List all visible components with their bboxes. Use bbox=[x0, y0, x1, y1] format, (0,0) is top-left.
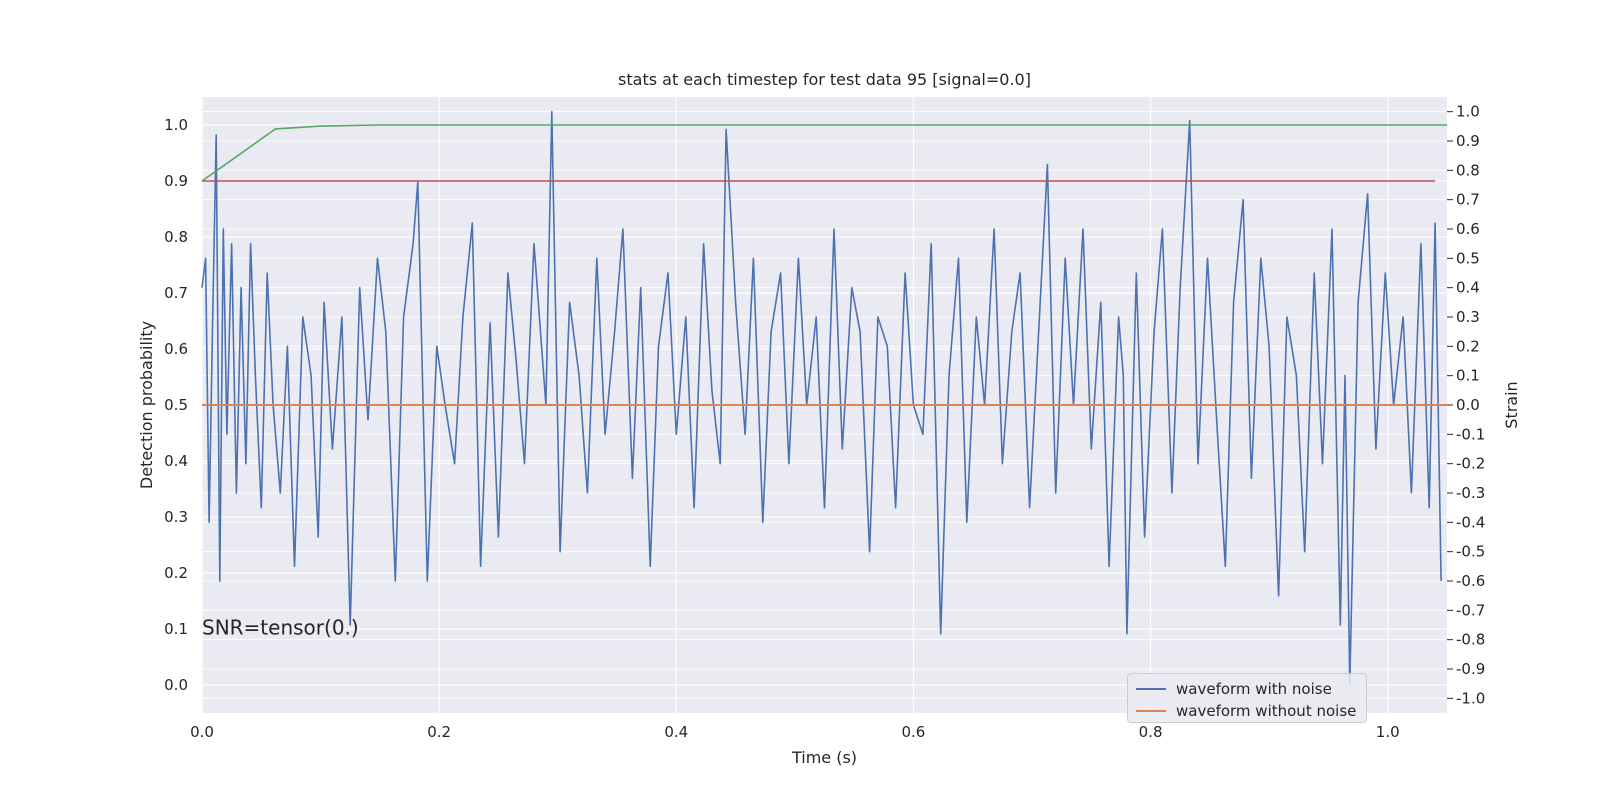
y-right-tick-label: 0.4 bbox=[1456, 279, 1480, 297]
noisy-waveform-line bbox=[201, 110, 1442, 685]
y-left-tick-label: 0.3 bbox=[164, 508, 188, 526]
y-right-tick-label: 1.0 bbox=[1456, 103, 1480, 121]
x-tick-label: 0.0 bbox=[190, 723, 214, 741]
y-right-tick-label: -0.3 bbox=[1456, 484, 1485, 502]
y-right-tick-label: -0.8 bbox=[1456, 631, 1485, 649]
legend-label: waveform with noise bbox=[1176, 680, 1332, 698]
y-left-tick-label: 0.4 bbox=[164, 452, 188, 470]
x-tick-label: 0.8 bbox=[1139, 723, 1163, 741]
series-layer bbox=[201, 110, 1447, 685]
y-left-tick-label: 0.2 bbox=[164, 564, 188, 582]
y-right-tick-label: 0.0 bbox=[1456, 396, 1480, 414]
y-right-tick-label: -0.7 bbox=[1456, 601, 1485, 619]
legend-label: waveform without noise bbox=[1176, 702, 1357, 720]
y-right-tick-label: 0.9 bbox=[1456, 132, 1480, 150]
legend-item: waveform with noise bbox=[1136, 678, 1358, 700]
y-axis-left-label: Detection probability bbox=[137, 321, 156, 489]
y-right-tick-label: -0.4 bbox=[1456, 513, 1485, 531]
y-right-tick-label: -0.1 bbox=[1456, 425, 1485, 443]
snr-annotation: SNR=tensor(0.) bbox=[202, 616, 359, 640]
tick-labels: 0.0 0.2 0.4 0.6 0.8 1.0 0.0 0.1 0.2 0.3 0.4 0.5 0.6 0… bbox=[164, 103, 1485, 741]
grid-lines bbox=[201, 97, 1447, 713]
y-axis-right-label: Strain bbox=[1502, 381, 1521, 428]
y-right-tick-label: -0.6 bbox=[1456, 572, 1485, 590]
chart-title: stats at each timestep for test data 95 … bbox=[618, 70, 1031, 89]
legend-swatch-clean bbox=[1136, 710, 1166, 712]
x-tick-label: 0.4 bbox=[664, 723, 688, 741]
y-left-tick-label: 0.9 bbox=[164, 172, 188, 190]
y-right-tick-label: -0.5 bbox=[1456, 543, 1485, 561]
y-right-tick-label: -1.0 bbox=[1456, 689, 1485, 707]
y-left-tick-label: 1.0 bbox=[164, 116, 188, 134]
y-right-tick-label: 0.2 bbox=[1456, 337, 1480, 355]
x-tick-label: 0.2 bbox=[427, 723, 451, 741]
y-right-tick-label: 0.1 bbox=[1456, 367, 1480, 385]
legend-item: waveform without noise bbox=[1136, 700, 1358, 722]
y-right-tick-label: -0.9 bbox=[1456, 660, 1485, 678]
x-tick-label: 1.0 bbox=[1376, 723, 1400, 741]
chart-legend: waveform with noise waveform without noi… bbox=[1127, 673, 1367, 723]
legend-swatch-noise bbox=[1136, 688, 1166, 690]
x-axis-label: Time (s) bbox=[791, 748, 857, 767]
x-tick-label: 0.6 bbox=[901, 723, 925, 741]
y-right-tick-label: 0.5 bbox=[1456, 249, 1480, 267]
y-left-tick-label: 0.7 bbox=[164, 284, 188, 302]
y-left-tick-label: 0.0 bbox=[164, 676, 188, 694]
y-right-tick-label: -0.2 bbox=[1456, 455, 1485, 473]
detection-probability-line bbox=[201, 124, 1447, 182]
y-left-tick-label: 0.8 bbox=[164, 228, 188, 246]
y-left-tick-label: 0.6 bbox=[164, 340, 188, 358]
y-right-tick-label: 0.8 bbox=[1456, 161, 1480, 179]
y-left-tick-label: 0.1 bbox=[164, 620, 188, 638]
y-right-tick-label: 0.3 bbox=[1456, 308, 1480, 326]
y-right-tick-label: 0.7 bbox=[1456, 191, 1480, 209]
y-left-tick-label: 0.5 bbox=[164, 396, 188, 414]
y-right-tick-label: 0.6 bbox=[1456, 220, 1480, 238]
